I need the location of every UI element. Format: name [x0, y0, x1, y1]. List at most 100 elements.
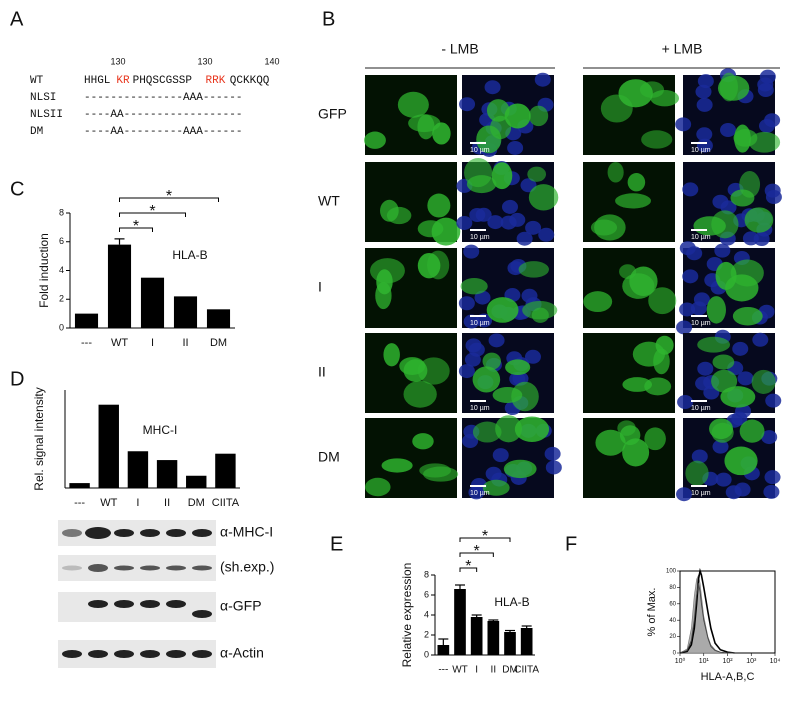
- nucleus: [720, 123, 737, 138]
- bar: [140, 277, 165, 328]
- nucleus: [509, 212, 526, 227]
- bar: [487, 621, 500, 655]
- blot-band: [140, 565, 160, 571]
- nucleus: [712, 439, 729, 454]
- blot-band: [192, 650, 212, 658]
- significance-bracket: [459, 567, 478, 572]
- sequence: ----AA---------AAA------: [84, 126, 242, 138]
- x-tick-label: CIITA: [514, 665, 539, 676]
- scale-bar-label: 10 µm: [691, 147, 711, 154]
- cell: [527, 166, 547, 182]
- cell: [375, 282, 392, 310]
- nucleus: [679, 302, 696, 317]
- significance-label: *: [482, 528, 488, 545]
- x-tick-label: II: [164, 497, 170, 509]
- panel-label: E: [330, 533, 343, 555]
- micrograph: 10 µm: [458, 333, 554, 416]
- x-tick-label: WT: [111, 337, 128, 349]
- nucleus: [538, 227, 555, 242]
- micrograph: 10 µm: [675, 68, 781, 155]
- cell: [365, 477, 391, 497]
- bar: [107, 244, 132, 328]
- cell: [693, 216, 726, 236]
- bar: [206, 309, 231, 328]
- significance-label: *: [133, 218, 139, 235]
- cell: [622, 377, 653, 392]
- blot-band: [88, 600, 108, 608]
- nucleus: [485, 466, 502, 481]
- significance-bracket: [119, 227, 153, 232]
- cell: [744, 207, 774, 233]
- row-name: DM: [30, 126, 43, 138]
- cell: [641, 130, 673, 149]
- cell: [594, 214, 626, 241]
- bar: [454, 589, 466, 655]
- nucleus: [715, 472, 732, 487]
- nucleus: [501, 199, 518, 214]
- scale-bar-label: 10 µm: [470, 490, 490, 497]
- nucleus: [690, 301, 707, 316]
- micrograph: [583, 248, 677, 328]
- significance-label: *: [474, 543, 480, 560]
- cell: [486, 99, 510, 122]
- nucleus: [676, 320, 693, 335]
- x-tick-label: I: [136, 497, 139, 509]
- nucleus: [458, 364, 475, 379]
- error-bar: [471, 614, 482, 617]
- cell: [412, 433, 434, 450]
- y-tick-label: 6: [424, 589, 429, 599]
- cell: [383, 343, 400, 367]
- nucleus: [742, 231, 759, 246]
- nucleus: [488, 333, 505, 348]
- blot-band: [114, 529, 134, 537]
- bar: [504, 632, 516, 655]
- row-name: NLSII: [30, 109, 63, 121]
- cell: [364, 131, 386, 149]
- cell: [482, 479, 510, 496]
- nucleus: [474, 290, 491, 305]
- x-tick-label: 10⁴: [770, 658, 781, 665]
- residue-number: 130: [110, 56, 125, 66]
- cell: [427, 193, 451, 218]
- blot-band: [62, 650, 82, 658]
- nucleus: [757, 83, 774, 98]
- nucleus: [679, 241, 696, 256]
- residue-number: 140: [264, 56, 279, 66]
- blot-band: [114, 600, 134, 608]
- bar: [470, 617, 483, 655]
- significance-bracket: [119, 212, 186, 217]
- annotation: HLA-B: [494, 595, 529, 609]
- cell: [514, 416, 550, 442]
- residue-number: 130: [197, 56, 212, 66]
- micrograph: [365, 162, 461, 246]
- nucleus: [545, 460, 562, 475]
- cell: [381, 458, 413, 473]
- bar: [520, 628, 533, 655]
- cell: [730, 189, 755, 207]
- significance-bracket: [459, 537, 511, 542]
- cell: [618, 79, 653, 108]
- significance-label: *: [166, 188, 172, 205]
- nucleus: [697, 74, 714, 89]
- micrograph: [365, 418, 459, 498]
- y-tick-label: 80: [669, 585, 676, 591]
- cell: [490, 115, 512, 140]
- cell: [486, 297, 519, 323]
- cell: [724, 446, 758, 476]
- x-tick-label: II: [182, 337, 188, 349]
- x-tick-label: ---: [438, 665, 448, 676]
- column-header: + LMB: [662, 41, 703, 57]
- cell: [518, 261, 549, 278]
- micrograph: [364, 75, 457, 155]
- nucleus: [725, 485, 742, 500]
- nucleus: [676, 487, 693, 502]
- scale-bar-label: 10 µm: [470, 147, 490, 154]
- cell: [503, 459, 537, 479]
- cell: [644, 427, 666, 451]
- x-tick-label: CIITA: [212, 497, 240, 509]
- nucleus: [752, 332, 769, 347]
- cell: [419, 463, 452, 478]
- y-tick-label: 20: [669, 634, 676, 640]
- column-header: - LMB: [441, 41, 478, 57]
- blot-band: [140, 650, 160, 658]
